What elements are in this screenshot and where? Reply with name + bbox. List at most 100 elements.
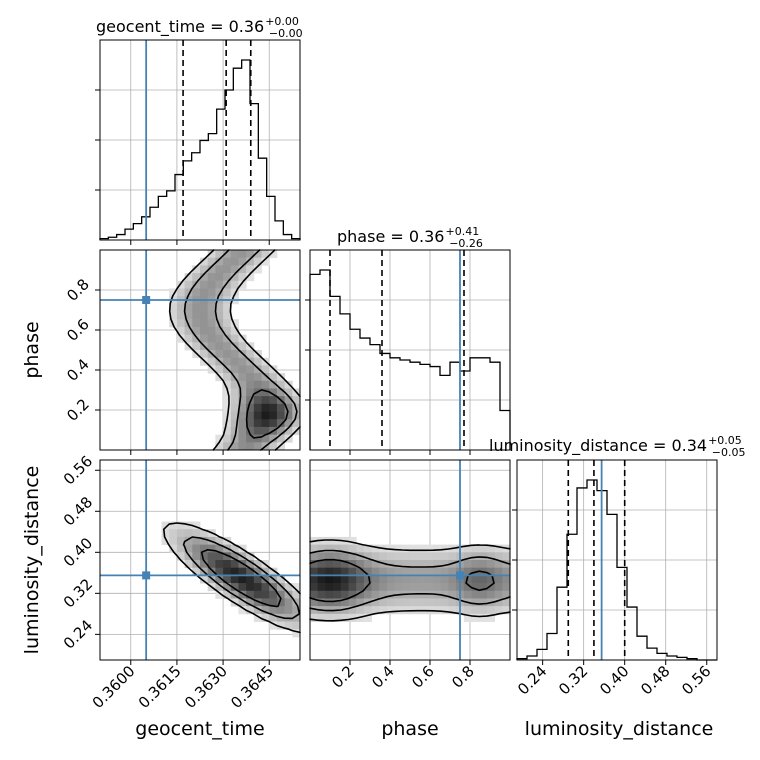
density-cell — [333, 583, 342, 592]
density-cell — [425, 583, 434, 592]
density-cell — [253, 257, 262, 266]
x-tick-label: 0.4 — [368, 662, 398, 692]
density-cell — [253, 434, 262, 443]
density-cell — [192, 544, 201, 553]
density-cell — [340, 613, 349, 622]
density-cell — [230, 396, 239, 405]
density-cell — [417, 590, 426, 599]
density-cell — [215, 583, 224, 592]
density-cell — [246, 350, 255, 359]
density-cell — [215, 350, 224, 359]
density-cell — [284, 419, 293, 428]
density-cell — [200, 273, 209, 282]
density-cell — [276, 434, 286, 443]
density-cell — [317, 575, 326, 584]
density-cell — [463, 544, 472, 553]
density-cell — [333, 575, 342, 584]
density-cell — [223, 342, 232, 351]
density-cell — [269, 411, 278, 420]
density-cell — [325, 552, 334, 561]
density-cell — [340, 606, 349, 615]
density-cell — [192, 326, 201, 336]
density-cell — [269, 567, 278, 576]
density-cell — [379, 567, 388, 576]
y-tick-label: 0.48 — [60, 493, 96, 529]
x-tick-label: 0.6 — [408, 662, 438, 692]
density-cell — [448, 552, 457, 561]
density-cell — [238, 426, 247, 436]
density-cell — [207, 342, 216, 351]
density-cell — [402, 544, 411, 553]
density-cell — [223, 265, 232, 274]
density-cell — [176, 521, 186, 530]
density-cell — [417, 575, 426, 584]
title-phase: phase = 0.36+0.41 −0.26 — [337, 225, 483, 250]
density-cell — [371, 567, 380, 576]
contour-line — [245, 389, 289, 439]
density-cell — [184, 544, 193, 553]
density-cell — [184, 334, 193, 343]
density-cell — [486, 552, 496, 561]
density-cell — [230, 411, 239, 420]
density-cell — [325, 583, 334, 592]
density-cell — [292, 396, 301, 405]
histogram-phase — [309, 269, 511, 450]
density-cell — [253, 613, 262, 622]
density-cell — [486, 606, 496, 615]
density-cell — [246, 606, 255, 615]
density-cell — [356, 575, 365, 584]
density-cell — [176, 326, 186, 336]
density-cell — [325, 536, 334, 546]
density-cell — [246, 567, 255, 576]
density-cell — [230, 575, 239, 584]
density-cell — [176, 334, 186, 343]
density-cell — [479, 613, 488, 622]
density-cell — [269, 250, 278, 259]
density-cell — [269, 621, 278, 630]
density-cell — [246, 250, 255, 259]
density-cell — [230, 319, 239, 328]
density-cell — [317, 583, 326, 592]
density-cell — [261, 590, 270, 599]
density-cell — [253, 380, 262, 389]
density-cell — [184, 311, 193, 320]
y-tick-label: 0.4 — [63, 355, 93, 385]
density-cell — [433, 544, 442, 553]
density-cell — [215, 288, 224, 297]
density-cell — [448, 567, 457, 576]
density-cell — [269, 613, 278, 622]
density-cell — [238, 342, 247, 351]
density-cell — [223, 350, 232, 359]
density-cell — [340, 598, 349, 607]
density-cell — [184, 326, 193, 336]
density-cell — [486, 544, 496, 553]
density-cell — [276, 426, 286, 436]
density-cell — [238, 273, 247, 282]
density-cell — [192, 280, 201, 289]
density-cell — [340, 567, 349, 576]
density-cell — [253, 265, 262, 274]
density-cell — [479, 575, 488, 584]
panel-frame — [99, 249, 301, 451]
density-cell — [417, 560, 426, 569]
density-cell — [379, 598, 388, 607]
density-cell — [230, 365, 239, 374]
density-cell — [200, 311, 209, 320]
density-cell — [192, 288, 201, 297]
density-cell — [479, 583, 488, 592]
density-cell — [325, 544, 334, 553]
density-cell — [402, 552, 411, 561]
density-cell — [246, 265, 255, 274]
density-cell — [176, 303, 186, 312]
density-cell — [230, 357, 239, 366]
truth-marker — [142, 571, 151, 580]
density-cell — [394, 552, 403, 561]
density-cell — [410, 590, 419, 599]
density-cell — [176, 529, 186, 538]
density-cell — [348, 575, 357, 584]
density-cell — [207, 250, 216, 259]
density-cell — [176, 536, 186, 546]
density-cell — [479, 590, 488, 599]
density-cell — [253, 411, 262, 420]
density-cell — [238, 380, 247, 389]
